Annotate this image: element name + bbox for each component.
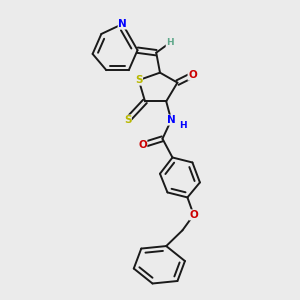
Text: O: O — [138, 140, 147, 150]
Text: O: O — [189, 210, 198, 220]
Text: N: N — [118, 19, 127, 29]
Text: S: S — [135, 75, 142, 85]
Text: H: H — [178, 121, 186, 130]
Text: S: S — [124, 115, 131, 125]
Text: H: H — [166, 38, 174, 47]
Text: N: N — [167, 115, 176, 125]
Text: O: O — [188, 70, 197, 80]
